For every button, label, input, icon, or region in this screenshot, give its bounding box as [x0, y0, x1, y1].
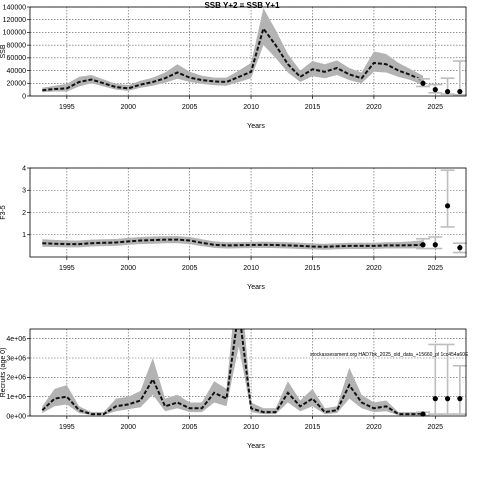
forecast-2026: [440, 169, 455, 228]
x-axis-label: Years: [247, 284, 265, 291]
y-tick-label: 1: [22, 232, 26, 239]
panel-f: 1995 2000 2005 2010 2015 2020 2025 1 2 3 4 Years F3-…: [0, 165, 467, 291]
forecast-point: [444, 88, 451, 95]
forecast-point: [420, 242, 426, 248]
x-tick-label: 2005: [182, 265, 198, 272]
forecast-point: [420, 80, 426, 86]
x-tick-label: 2020: [366, 104, 382, 111]
forecast-2024: [416, 78, 431, 88]
confidence-band: [42, 329, 423, 416]
estimate-line: [42, 238, 424, 248]
forecast-2025: [428, 236, 443, 250]
x-tick-label: 2025: [428, 424, 444, 431]
y-tick-label: 2e+06: [6, 375, 26, 382]
y-tick-label: 80000: [7, 42, 27, 49]
x-tick-label: 2020: [366, 265, 382, 272]
x-tick-label: 2000: [120, 265, 136, 272]
x-tick-label: 2010: [243, 424, 259, 431]
confidence-band: [42, 8, 424, 93]
x-tick-label: 2025: [428, 265, 444, 272]
forecast-2024: [416, 237, 431, 250]
estimate-line: [41, 329, 423, 416]
x-tick-label: 2005: [182, 424, 198, 431]
forecast-2027: [452, 364, 467, 415]
y-axis-label: F3-5: [0, 205, 7, 220]
y-tick-label: 0e+00: [6, 413, 26, 420]
y-tick-label: 120000: [3, 17, 26, 24]
panel-recruitment: 1995 2000 2005 2010 2015 2020 2025 0e+00 1e+06 2e…: [0, 328, 467, 450]
confidence-band: [42, 236, 424, 250]
forecast-2026: [440, 343, 455, 415]
x-axis-label: Years: [247, 123, 265, 130]
x-tick-label: 2015: [305, 424, 321, 431]
forecast-2024: [416, 411, 431, 417]
watermark: stockassessment.org HAD7bk_2025_old_data…: [310, 352, 469, 358]
plot-frame: [29, 6, 467, 97]
chart-title: SSB Y+2 = SSB Y+1: [204, 1, 280, 10]
x-axis-label: Years: [247, 443, 265, 450]
y-axis-label: SSB: [0, 44, 7, 58]
y-axis-label: Recruits (age 0): [0, 348, 7, 398]
y-tick-label: 4e+06: [6, 336, 26, 343]
x-tick-label: 2015: [305, 265, 321, 272]
x-tick-label: 2010: [243, 265, 259, 272]
y-tick-label: 60000: [7, 55, 27, 62]
x-tick-label: 2005: [182, 104, 198, 111]
y-tick-label: 0: [22, 93, 26, 100]
forecast-point: [457, 245, 463, 251]
plot-area: [42, 8, 424, 93]
forecast-point: [457, 396, 463, 402]
y-tick-label: 20000: [7, 81, 27, 88]
estimate-line: [42, 26, 424, 92]
y-tick-label: 40000: [7, 68, 27, 75]
plot-area: [42, 236, 424, 250]
forecast-point: [432, 87, 438, 93]
forecast-2027: [452, 242, 467, 254]
plot-area: [41, 329, 423, 416]
forecast-point: [457, 88, 463, 95]
y-tick-label: 4: [22, 165, 26, 172]
x-tick-label: 2025: [428, 104, 444, 111]
x-tick-label: 2015: [305, 104, 321, 111]
x-tick-label: 2000: [120, 424, 136, 431]
x-tick-label: 1995: [59, 424, 75, 431]
x-tick-label: 1995: [59, 265, 75, 272]
chart-panels: 1995 2000 2005 2010 2015 2020 2025 0 20000 40000 6…: [0, 4, 469, 450]
plot-frame: [29, 328, 467, 417]
forecast-point: [432, 396, 438, 402]
forecast-point: [420, 411, 426, 417]
forecast-2025: [428, 83, 443, 94]
forecast-2026: [440, 77, 455, 95]
forecast-point: [444, 203, 451, 209]
y-tick-label: 3: [22, 188, 26, 195]
x-tick-label: 2010: [243, 104, 259, 111]
panel-ssb: 1995 2000 2005 2010 2015 2020 2025 0 20000 40000 6…: [0, 4, 467, 130]
y-tick-label: 100000: [3, 30, 26, 37]
x-tick-label: 2020: [366, 424, 382, 431]
y-tick-label: 140000: [3, 4, 26, 11]
forecast-point: [444, 396, 451, 402]
x-tick-label: 2000: [120, 104, 136, 111]
y-tick-label: 1e+06: [6, 394, 26, 401]
x-tick-label: 1995: [59, 104, 75, 111]
y-tick-label: 2: [22, 210, 26, 217]
forecast-2025: [428, 343, 443, 415]
y-tick-label: 3e+06: [6, 355, 26, 362]
forecast-2027: [452, 60, 467, 96]
forecast-point: [432, 242, 438, 248]
